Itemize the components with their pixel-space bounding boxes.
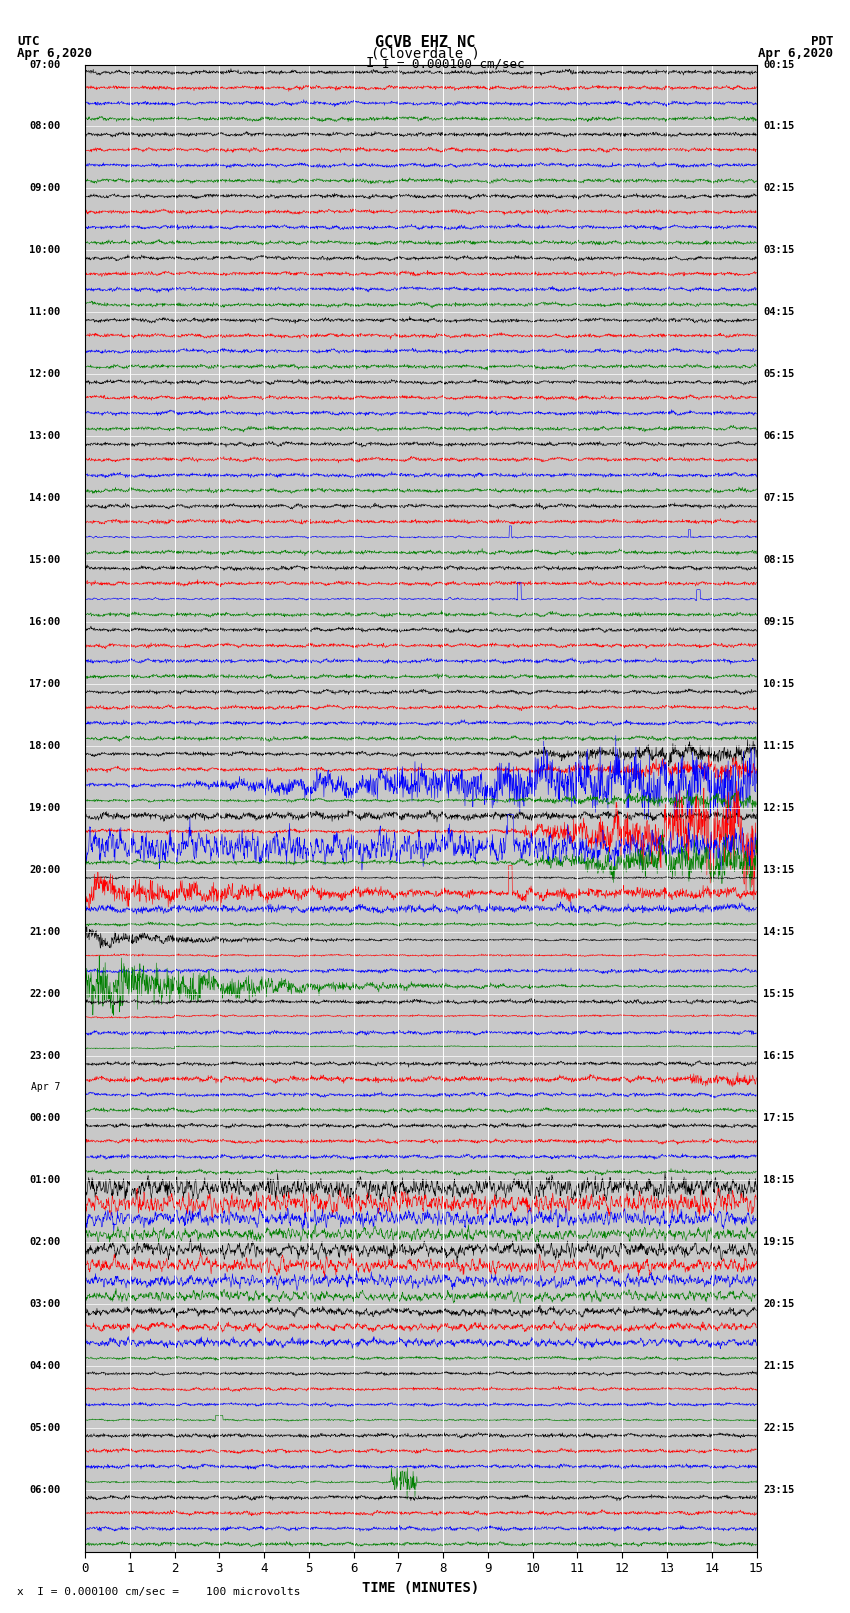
Text: 01:00: 01:00 — [29, 1174, 60, 1186]
Text: 07:00: 07:00 — [29, 60, 60, 69]
Text: 12:15: 12:15 — [763, 803, 795, 813]
Text: Apr 7: Apr 7 — [31, 1082, 60, 1092]
Text: 13:15: 13:15 — [763, 865, 795, 876]
Text: 04:00: 04:00 — [29, 1361, 60, 1371]
Text: UTC: UTC — [17, 35, 39, 48]
Text: GCVB EHZ NC: GCVB EHZ NC — [375, 35, 475, 50]
Text: 23:15: 23:15 — [763, 1484, 795, 1495]
Text: 02:15: 02:15 — [763, 184, 795, 194]
Text: I: I — [366, 56, 374, 71]
Text: 08:15: 08:15 — [763, 555, 795, 565]
Text: 19:15: 19:15 — [763, 1237, 795, 1247]
Text: Apr 6,2020: Apr 6,2020 — [17, 47, 92, 60]
Text: 03:15: 03:15 — [763, 245, 795, 255]
Text: 22:15: 22:15 — [763, 1423, 795, 1432]
Text: 11:15: 11:15 — [763, 740, 795, 752]
Text: 15:15: 15:15 — [763, 989, 795, 998]
Text: 16:00: 16:00 — [29, 618, 60, 627]
Text: 04:15: 04:15 — [763, 308, 795, 318]
Text: 08:00: 08:00 — [29, 121, 60, 132]
Text: 00:00: 00:00 — [29, 1113, 60, 1123]
Text: 18:15: 18:15 — [763, 1174, 795, 1186]
Text: 14:15: 14:15 — [763, 927, 795, 937]
Text: 09:15: 09:15 — [763, 618, 795, 627]
Text: 07:15: 07:15 — [763, 494, 795, 503]
Text: 03:00: 03:00 — [29, 1298, 60, 1308]
Text: 17:00: 17:00 — [29, 679, 60, 689]
Text: 10:15: 10:15 — [763, 679, 795, 689]
Text: 09:00: 09:00 — [29, 184, 60, 194]
Text: 12:00: 12:00 — [29, 369, 60, 379]
Text: 20:00: 20:00 — [29, 865, 60, 876]
Text: 21:15: 21:15 — [763, 1361, 795, 1371]
Text: PDT: PDT — [811, 35, 833, 48]
Text: 05:00: 05:00 — [29, 1423, 60, 1432]
Text: 11:00: 11:00 — [29, 308, 60, 318]
Text: 21:00: 21:00 — [29, 927, 60, 937]
Text: 23:00: 23:00 — [29, 1052, 60, 1061]
Text: 22:00: 22:00 — [29, 989, 60, 998]
Text: 17:15: 17:15 — [763, 1113, 795, 1123]
Text: x  I = 0.000100 cm/sec =    100 microvolts: x I = 0.000100 cm/sec = 100 microvolts — [17, 1587, 301, 1597]
Text: 16:15: 16:15 — [763, 1052, 795, 1061]
Text: 02:00: 02:00 — [29, 1237, 60, 1247]
Text: Apr 6,2020: Apr 6,2020 — [758, 47, 833, 60]
Text: 00:15: 00:15 — [763, 60, 795, 69]
Text: 18:00: 18:00 — [29, 740, 60, 752]
Text: 15:00: 15:00 — [29, 555, 60, 565]
Text: 10:00: 10:00 — [29, 245, 60, 255]
Text: 20:15: 20:15 — [763, 1298, 795, 1308]
Text: 13:00: 13:00 — [29, 431, 60, 442]
Text: I = 0.000100 cm/sec: I = 0.000100 cm/sec — [382, 58, 525, 71]
Text: 05:15: 05:15 — [763, 369, 795, 379]
Text: 01:15: 01:15 — [763, 121, 795, 132]
X-axis label: TIME (MINUTES): TIME (MINUTES) — [362, 1581, 479, 1595]
Text: 06:00: 06:00 — [29, 1484, 60, 1495]
Text: (Cloverdale ): (Cloverdale ) — [371, 47, 479, 61]
Text: 19:00: 19:00 — [29, 803, 60, 813]
Text: 14:00: 14:00 — [29, 494, 60, 503]
Text: 06:15: 06:15 — [763, 431, 795, 442]
